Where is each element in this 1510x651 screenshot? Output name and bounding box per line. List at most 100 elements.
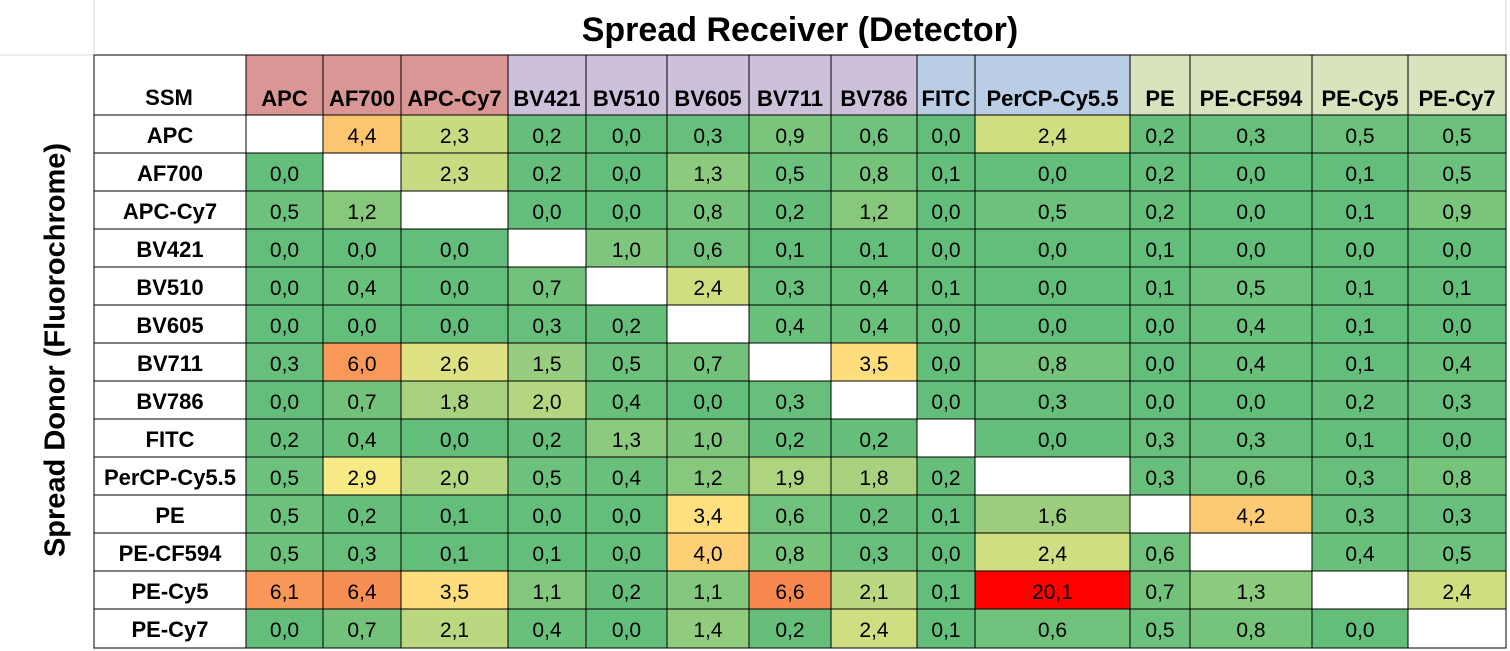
heatmap-cell — [322, 228, 402, 268]
cell-value: 0,2 — [1145, 201, 1174, 224]
column-header-row: APC AF700 APC-Cy7 BV421 BV510 BV605 BV711 BV786… — [93, 54, 1507, 116]
heatmap-cell — [245, 190, 324, 230]
cell-value: 0,0 — [1345, 239, 1374, 262]
cell-value: 0,5 — [1145, 619, 1174, 642]
cell-value: 0,5 — [1038, 201, 1067, 224]
cell-value: 0,0 — [440, 315, 469, 338]
row-header-cell — [93, 114, 247, 154]
cell-value: 0,0 — [1442, 239, 1471, 262]
cell-value: 0,2 — [532, 163, 561, 186]
heatmap-cell — [748, 380, 832, 420]
heatmap-cell — [1129, 190, 1191, 230]
cell-value: 0,2 — [775, 201, 804, 224]
cell-value: 0,1 — [931, 277, 960, 300]
cell-value: 2,4 — [859, 619, 889, 642]
cell-value: 0,3 — [1442, 505, 1471, 528]
heatmap-cell — [974, 228, 1131, 268]
cell-value: 0,2 — [612, 315, 641, 338]
heatmap-cell — [322, 152, 402, 192]
heatmap-cell — [748, 114, 832, 154]
cell-value: 0,4 — [859, 277, 889, 300]
heatmap-cell — [666, 456, 750, 496]
cell-value: 0,0 — [270, 277, 299, 300]
corner-cell — [93, 54, 247, 116]
cell-value: 4,4 — [347, 125, 377, 148]
cell-value: 0,2 — [859, 505, 888, 528]
heatmap-cell — [748, 342, 832, 382]
cell-value: 1,9 — [775, 467, 804, 490]
heatmap-cell — [916, 418, 976, 458]
heatmap-cell — [1189, 532, 1313, 572]
heatmap-cell — [830, 228, 918, 268]
cell-value: 0,0 — [532, 201, 561, 224]
heatmap-cell — [830, 608, 918, 649]
heatmap-cell — [916, 266, 976, 306]
heatmap-cell — [400, 608, 509, 649]
heatmap-cell — [1311, 570, 1409, 610]
heatmap-cell — [830, 342, 918, 382]
cell-value: 0,2 — [1345, 391, 1374, 414]
heatmap-cell — [585, 570, 668, 610]
cell-value: 0,5 — [532, 467, 561, 490]
cell-value: 0,5 — [270, 505, 299, 528]
cell-value: 2,3 — [440, 125, 469, 148]
cell-value: 0,1 — [1345, 353, 1374, 376]
cell-value: 2,4 — [693, 277, 723, 300]
heatmap-cell — [400, 494, 509, 534]
cell-value: 0,5 — [1442, 125, 1471, 148]
cell-value: 2,0 — [532, 391, 561, 414]
heatmap-cell — [666, 152, 750, 192]
row-header-label: PE — [155, 503, 184, 528]
row-header-label: APC — [147, 123, 194, 148]
column-header-cell — [400, 54, 509, 116]
cell-value: 1,1 — [532, 581, 561, 604]
heatmap-cell — [916, 456, 976, 496]
heatmap-cell — [1129, 304, 1191, 344]
cell-value: 1,0 — [693, 429, 722, 452]
cell-value: 0,3 — [1145, 467, 1174, 490]
row-header-label: PE-CF594 — [119, 541, 222, 566]
cell-value: 0,3 — [693, 125, 722, 148]
heatmap-cell — [830, 456, 918, 496]
heatmap-cell — [916, 304, 976, 344]
cell-value: 0,9 — [1442, 201, 1471, 224]
heatmap-cell — [974, 342, 1131, 382]
cell-value: 0,2 — [859, 429, 888, 452]
cell-value: 0,3 — [1442, 391, 1471, 414]
cell-value: 0,4 — [347, 429, 377, 452]
cell-value: 1,2 — [693, 467, 722, 490]
heatmap-cell — [1407, 608, 1507, 649]
heatmap-cell — [507, 114, 587, 154]
cell-value: 0,6 — [859, 125, 888, 148]
cell-value: 2,0 — [440, 467, 469, 490]
cell-value: 2,1 — [859, 581, 888, 604]
cell-value: 0,0 — [612, 619, 641, 642]
cell-value: 1,8 — [859, 467, 888, 490]
heatmap-cell — [507, 304, 587, 344]
cell-value: 0,6 — [1145, 543, 1174, 566]
cell-value: 0,4 — [859, 315, 889, 338]
cell-value: 1,2 — [859, 201, 888, 224]
heatmap-cell — [1129, 494, 1191, 534]
heatmap-cell — [585, 418, 668, 458]
cell-value: 0,8 — [1038, 353, 1067, 376]
cell-value: 3,4 — [693, 505, 723, 528]
column-header-label: BV510 — [593, 86, 660, 111]
cell-value: 0,8 — [1236, 619, 1265, 642]
heatmap-cell — [507, 456, 587, 496]
column-header-cell — [1407, 54, 1507, 116]
heatmap-cell — [400, 190, 509, 230]
row-header-cell — [93, 190, 247, 230]
cell-value: 0,2 — [931, 467, 960, 490]
cell-value: 1,4 — [693, 619, 723, 642]
cell-value: 0,0 — [931, 125, 960, 148]
heatmap-cell — [666, 304, 750, 344]
cell-value: 0,4 — [775, 315, 805, 338]
cell-value: 0,5 — [270, 543, 299, 566]
column-header-label: BV421 — [513, 86, 580, 111]
cell-value: 0,4 — [1236, 353, 1266, 376]
heatmap-cell — [974, 152, 1131, 192]
heatmap-cell — [1311, 304, 1409, 344]
cell-value: 0,2 — [347, 505, 376, 528]
